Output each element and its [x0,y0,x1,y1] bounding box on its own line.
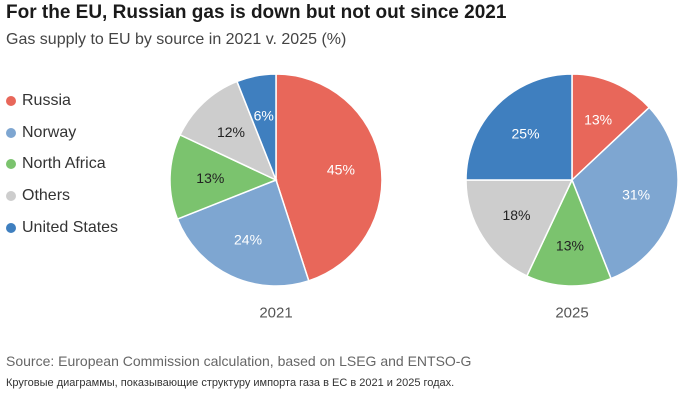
legend-swatch-russia [6,95,16,106]
pie-label-2025-russia: 13% [584,112,612,128]
pie-2025: 13% 31% 13% 18% 25% 2025 [465,73,679,322]
pie-label-2025-united-states: 25% [512,126,540,142]
chart-title: For the EU, Russian gas is down but not … [6,2,507,23]
legend-item-russia: Russia [6,85,118,117]
legend-label-united-states: United States [22,218,119,236]
legend-item-north-africa: North Africa [6,149,118,181]
legend-swatch-north-africa [6,159,16,170]
pie-2021: 45% 24% 13% 12% 6% 2021 [169,73,383,322]
pie-slice-2021-north-africa [169,133,278,220]
pie-slice-2025-russia [571,73,651,182]
chart-subtitle: Gas supply to EU by source in 2021 v. 20… [6,31,347,48]
pie-year-label-2021: 2021 [259,305,292,322]
legend-swatch-norway [6,127,16,138]
pie-label-2025-others: 18% [502,207,530,223]
pie-label-2021-russia: 45% [327,162,355,178]
pie-slice-2021-others [179,80,278,182]
pie-label-2021-united-states: 6% [254,107,274,123]
pie-year-label-2025: 2025 [555,305,588,322]
legend-label-russia: Russia [22,91,71,109]
legend-label-north-africa: North Africa [22,155,106,173]
legend-item-norway: Norway [6,117,118,149]
pie-slice-2025-norway [571,106,679,280]
pie-slice-2021-united-states [236,73,277,181]
legend-swatch-united-states [6,222,16,233]
pie-slice-2021-russia [275,73,383,282]
caption: Круговые диаграммы, показывающие структу… [6,377,455,389]
legend-label-others: Others [22,187,71,205]
legend-swatch-others [6,191,16,202]
pie-slice-2025-north-africa [525,178,612,287]
pie-slice-2025-united-states [465,73,573,181]
legend-item-others: Others [6,180,118,212]
legend-label-norway: Norway [22,123,77,141]
pie-slice-2025-others [465,179,574,277]
pie-label-2021-norway: 24% [234,231,262,247]
legend-item-united-states: United States [6,212,118,244]
pie-label-2021-others: 12% [217,124,245,140]
pie-label-2025-north-africa: 13% [556,238,584,254]
pie-label-2021-north-africa: 13% [196,170,224,186]
source-note: Source: European Commission calculation,… [6,353,472,369]
pie-label-2025-norway: 31% [622,186,650,202]
legend: Russia Norway North Africa Others United… [6,85,118,244]
